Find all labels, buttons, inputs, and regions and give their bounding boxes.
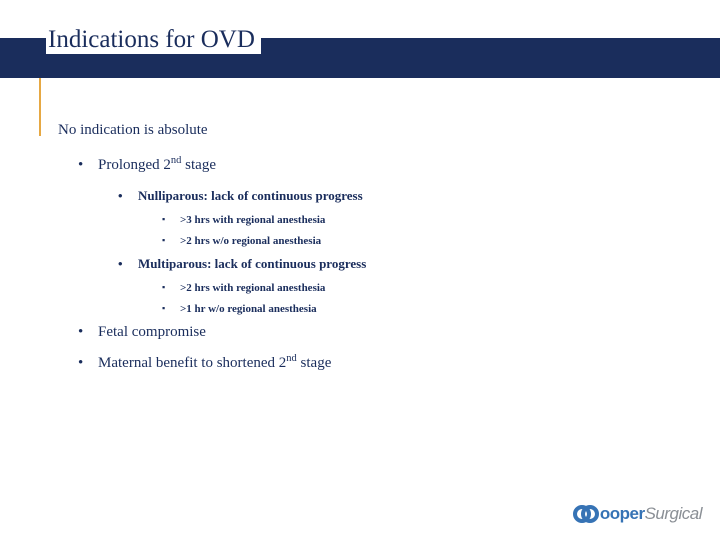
accent-line — [39, 78, 41, 136]
bullet-nulliparous: Nulliparous: lack of continuous progress — [118, 188, 678, 204]
bullet-fetal: Fetal compromise — [78, 324, 678, 341]
bullet-2hrs-wo: >2 hrs w/o regional anesthesia — [162, 235, 678, 247]
bullet-3hrs: >3 hrs with regional anesthesia — [162, 214, 678, 226]
logo-rings-icon — [573, 502, 599, 526]
sup: nd — [286, 353, 297, 364]
logo-text: ooperSurgical — [600, 504, 702, 524]
slide-content: No indication is absolute Prolonged 2nd … — [58, 122, 678, 386]
text: Prolonged 2 — [98, 157, 171, 173]
bullet-2hrs-with: >2 hrs with regional anesthesia — [162, 282, 678, 294]
logo: ooperSurgical — [573, 502, 702, 526]
text: Maternal benefit to shortened 2 — [98, 355, 286, 371]
sup: nd — [171, 155, 182, 166]
slide-title: Indications for OVD — [46, 26, 261, 54]
bullet-maternal: Maternal benefit to shortened 2nd stage — [78, 355, 678, 372]
bullet-1hr-wo: >1 hr w/o regional anesthesia — [162, 303, 678, 315]
logo-brand-2: Surgical — [645, 504, 702, 523]
text: stage — [297, 355, 332, 371]
bullet-prolonged: Prolonged 2nd stage — [78, 157, 678, 174]
bullet-multiparous: Multiparous: lack of continuous progress — [118, 256, 678, 272]
text: stage — [181, 157, 216, 173]
logo-brand-1: ooper — [600, 504, 645, 523]
intro-text: No indication is absolute — [58, 122, 678, 139]
